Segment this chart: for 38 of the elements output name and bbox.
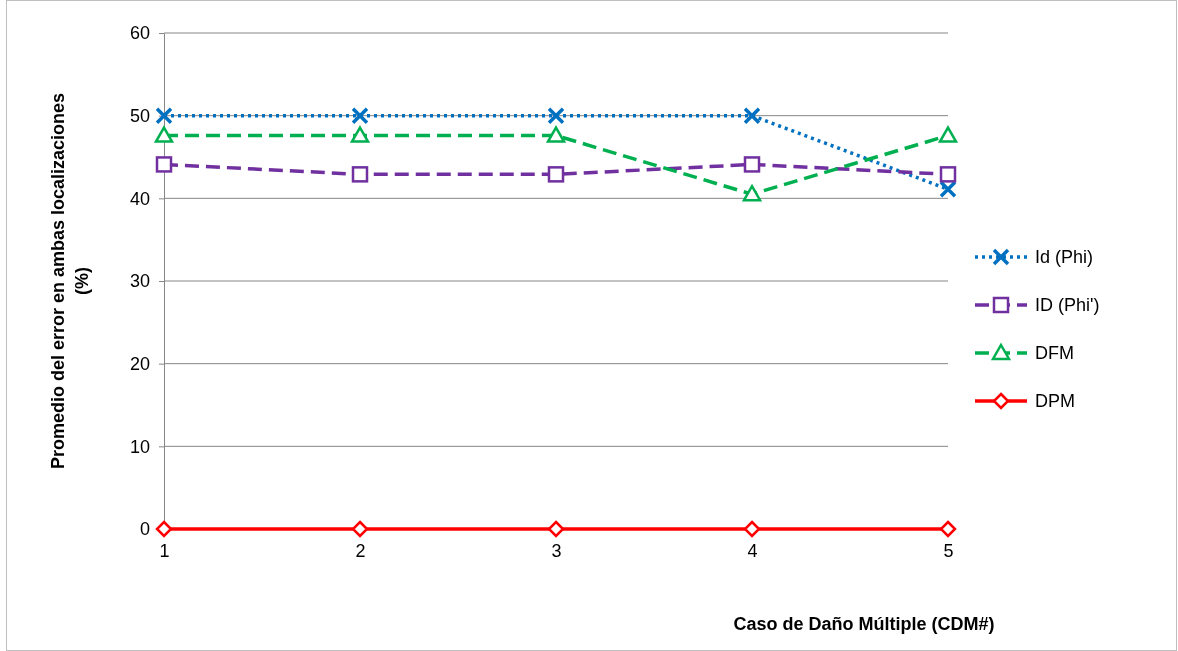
x-tick-label: 1 [159,541,170,562]
x-tick-label: 3 [551,541,562,562]
x-tick-label: 2 [355,541,366,562]
point [743,156,761,173]
point [742,184,762,202]
y-tick-label: 0 [139,519,150,540]
y-axis-title: Promedio del error en ambas localizaciones (%) [48,92,92,470]
y-tick-label: 20 [129,353,150,374]
x-tick-label: 4 [747,541,758,562]
y-tick-label: 40 [129,188,150,209]
legend-label: ID (Phi') [1035,295,1100,315]
point [743,520,761,538]
point [155,156,173,173]
y-tick-label: 10 [129,436,150,457]
point [939,166,957,183]
point [351,520,369,538]
x-axis-title: Caso de Daño Múltiple (CDM#) [733,614,995,634]
legend-label: DPM [1035,391,1075,411]
point [547,166,565,183]
point [154,126,174,143]
point [547,520,565,538]
point [350,126,370,143]
y-tick-label: 30 [129,271,150,292]
point [939,180,957,198]
point [547,106,565,125]
point [351,106,369,125]
x-tick-label: 5 [943,541,954,562]
point [155,520,173,538]
legend-label: DFM [1035,343,1074,363]
legend-label: Id (Phi) [1035,247,1094,267]
point [546,126,566,143]
point [743,106,761,125]
point [938,126,958,143]
point [351,166,369,183]
y-tick-label: 60 [129,23,150,44]
y-tick-label: 50 [129,105,150,126]
point [939,520,957,538]
point [155,106,173,125]
